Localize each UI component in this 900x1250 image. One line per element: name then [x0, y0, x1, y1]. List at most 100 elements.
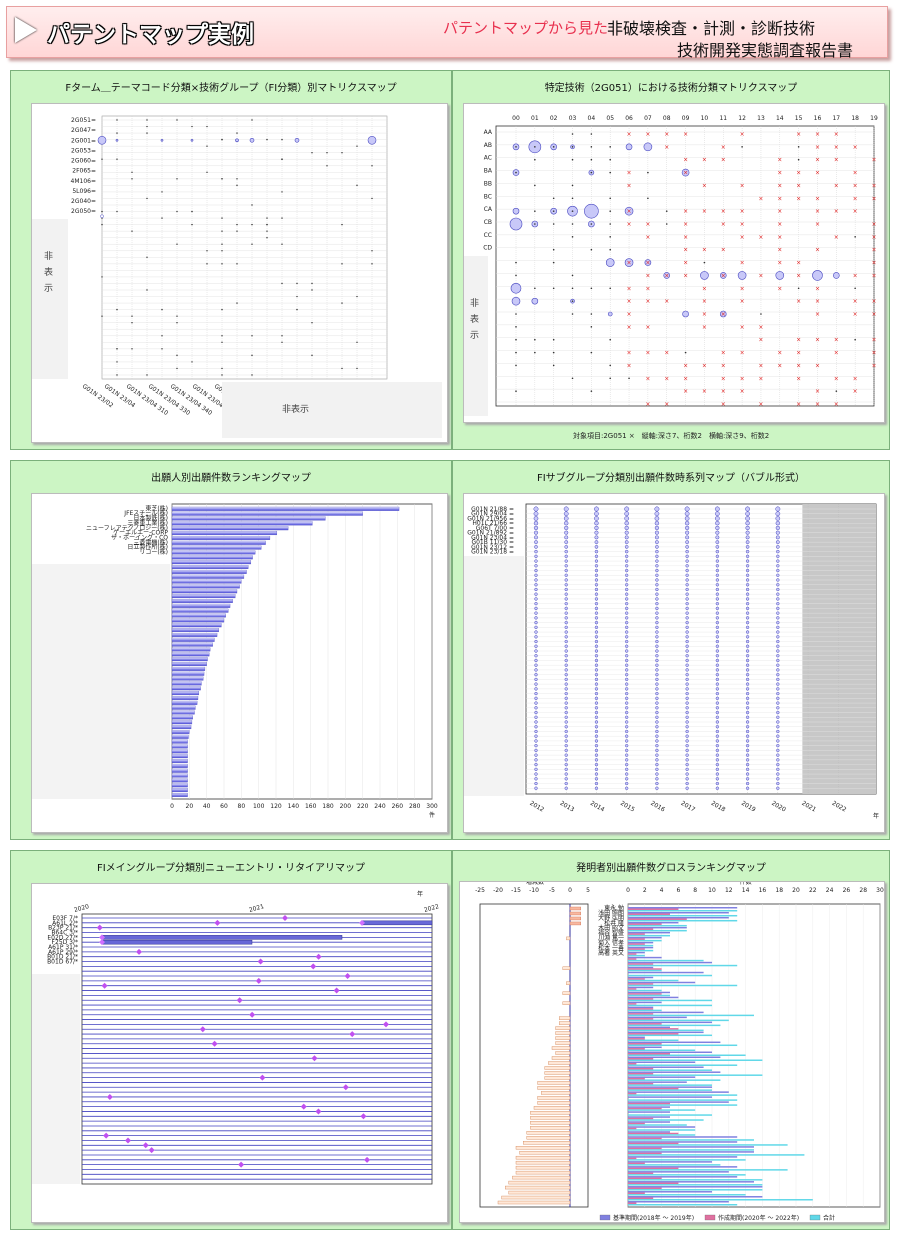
fi-label: G01N 23/18 = — [471, 549, 514, 556]
column-label: 07 — [644, 115, 652, 122]
series-bubble — [745, 762, 750, 767]
empty-cell-mark: × — [796, 337, 801, 344]
empty-cell-mark: × — [758, 337, 763, 344]
series-bubble — [685, 767, 689, 771]
matrix-dot — [236, 263, 238, 265]
ranking-bar — [171, 773, 188, 778]
matrix-plot: 00 01 02 03 04 05 06 07 08 09 10 11 12 13 14 15 16 17 18 19… — [463, 103, 885, 423]
empty-cell-mark: × — [645, 350, 650, 357]
series-bubble — [625, 696, 629, 700]
ranking-bar — [171, 594, 236, 599]
series-bubble — [594, 520, 599, 526]
series-bubble — [685, 587, 689, 592]
current-period-bar — [628, 958, 637, 960]
empty-cell-mark: × — [627, 350, 632, 357]
matrix-dot — [206, 125, 208, 128]
series-bubble — [655, 654, 659, 658]
matrix-dot — [206, 250, 208, 252]
ranking-bar — [171, 565, 249, 569]
series-bubble — [685, 606, 689, 611]
series-bubble — [594, 559, 599, 563]
total-bar — [628, 1139, 754, 1141]
matrix-dot — [341, 151, 343, 154]
series-bubble — [534, 748, 538, 753]
series-bubble — [715, 545, 720, 549]
series-bubble — [594, 649, 599, 653]
matrix-dot — [206, 171, 208, 174]
series-bubble — [655, 696, 659, 700]
empty-cell-mark: × — [721, 247, 726, 254]
series-bubble — [715, 725, 720, 729]
entry-diamond — [344, 973, 351, 980]
matrix-bubble — [700, 271, 709, 280]
entry-diamond — [360, 1113, 367, 1120]
empty-cell-mark: × — [702, 311, 707, 318]
series-bubble — [685, 691, 689, 696]
series-bubble — [564, 654, 568, 658]
matrix-dot — [281, 243, 283, 245]
series-bubble — [594, 772, 599, 776]
applicant-label: 東芝(株) — [145, 504, 168, 512]
base-period-bar — [628, 986, 654, 989]
series-bubble — [655, 725, 659, 729]
hidden-cols-label: 非表示 — [222, 382, 442, 438]
series-bubble — [655, 729, 659, 734]
empty-cell-mark: × — [758, 272, 763, 279]
matrix-dot — [131, 171, 133, 174]
entry-diamond — [315, 1108, 322, 1115]
matrix-bubble — [719, 310, 727, 318]
series-bubble — [564, 639, 568, 644]
matrix-bubble — [681, 168, 690, 177]
series-bubble — [594, 682, 599, 686]
total-bar — [628, 954, 645, 957]
matrix-dot — [534, 210, 536, 212]
header-report-name: 技術開発実態調査報告書 — [677, 41, 854, 60]
total-bar — [628, 1084, 712, 1086]
series-bubble — [563, 516, 569, 521]
ranking-bar — [171, 734, 189, 739]
series-bubble — [564, 554, 568, 558]
series-bubble — [745, 611, 750, 615]
series-bubble — [745, 658, 750, 663]
ranking-bar — [171, 720, 193, 725]
empty-cell-mark: × — [740, 324, 745, 331]
empty-cell-mark: × — [796, 350, 801, 357]
row-label: 4M106= — [71, 178, 96, 185]
series-bubble — [564, 583, 568, 587]
series-bubble — [776, 753, 780, 757]
left-tick-label: -10 — [529, 887, 539, 894]
series-bubble — [745, 616, 750, 620]
series-bubble — [715, 564, 720, 568]
series-bubble — [685, 706, 689, 710]
series-bubble — [776, 606, 780, 611]
series-bubble — [655, 673, 659, 677]
matrix-dot — [571, 300, 574, 302]
empty-cell-mark: × — [683, 272, 688, 279]
matrix-dot — [266, 138, 268, 141]
matrix-dot — [356, 295, 358, 298]
series-bubble — [534, 597, 538, 601]
series-bubble — [534, 554, 538, 558]
ranking-bar — [171, 691, 200, 696]
left-tick-label: 5 — [586, 887, 590, 894]
series-bubble — [624, 545, 629, 549]
series-bubble — [776, 691, 780, 696]
series-bubble — [715, 592, 720, 596]
base-period-bar — [628, 1136, 738, 1138]
applicant-label: 日立製作所(株) — [127, 543, 168, 551]
series-bubble — [534, 677, 538, 682]
matrix-bubble — [663, 272, 671, 279]
x-tick-label: 280 — [409, 803, 421, 810]
series-bubble — [625, 587, 629, 592]
empty-cell-mark: × — [853, 272, 858, 279]
ranking-bar — [171, 763, 188, 768]
column-label: 04 — [588, 115, 596, 122]
matrix-dot — [571, 236, 574, 238]
matrix-bubble — [775, 271, 785, 280]
empty-cell-mark: × — [815, 401, 820, 408]
series-bubble — [594, 710, 599, 715]
empty-cell-mark: × — [683, 234, 688, 241]
empty-cell-mark: × — [777, 208, 782, 215]
x-tick-label: 2021 — [248, 903, 265, 914]
